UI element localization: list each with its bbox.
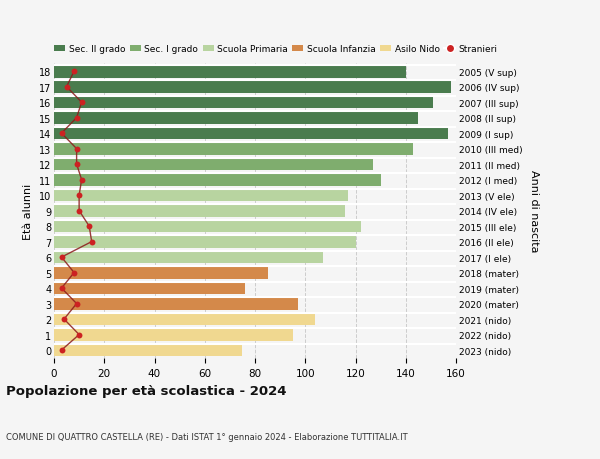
Point: [57, 254, 67, 261]
Point: [72, 161, 82, 168]
Point: [57, 285, 67, 292]
Legend: Sec. II grado, Sec. I grado, Scuola Primaria, Scuola Infanzia, Asilo Nido, Stran: Sec. II grado, Sec. I grado, Scuola Prim…: [55, 45, 497, 54]
Point: [85, 223, 94, 230]
Point: [74, 207, 84, 215]
Bar: [54, 236, 355, 248]
Point: [77, 99, 86, 106]
Point: [57, 130, 67, 138]
Bar: [54, 143, 413, 156]
Point: [74, 192, 84, 199]
Bar: [54, 220, 361, 233]
Y-axis label: Età alunni: Età alunni: [23, 183, 33, 239]
Bar: [54, 190, 348, 202]
Text: Popolazione per età scolastica - 2024: Popolazione per età scolastica - 2024: [6, 384, 287, 397]
Text: COMUNE DI QUATTRO CASTELLA (RE) - Dati ISTAT 1° gennaio 2024 - Elaborazione TUTT: COMUNE DI QUATTRO CASTELLA (RE) - Dati I…: [6, 431, 407, 441]
Bar: [54, 205, 346, 218]
Bar: [54, 81, 451, 94]
Bar: [54, 158, 373, 171]
Y-axis label: Anni di nascita: Anni di nascita: [529, 170, 539, 252]
Bar: [54, 329, 293, 341]
Point: [62, 84, 71, 91]
Bar: [54, 344, 242, 357]
Point: [72, 300, 82, 308]
Point: [70, 269, 79, 277]
Point: [74, 331, 84, 338]
Point: [72, 146, 82, 153]
Bar: [54, 267, 268, 280]
Bar: [54, 282, 245, 295]
Point: [72, 115, 82, 122]
Bar: [54, 128, 448, 140]
Point: [59, 316, 69, 323]
Bar: [54, 251, 323, 264]
Bar: [54, 66, 406, 78]
Bar: [54, 313, 316, 326]
Point: [57, 347, 67, 354]
Bar: [54, 174, 380, 186]
Point: [87, 238, 97, 246]
Bar: [54, 297, 298, 310]
Bar: [54, 112, 418, 125]
Bar: [54, 96, 433, 109]
Point: [77, 177, 86, 184]
Point: [70, 68, 79, 76]
